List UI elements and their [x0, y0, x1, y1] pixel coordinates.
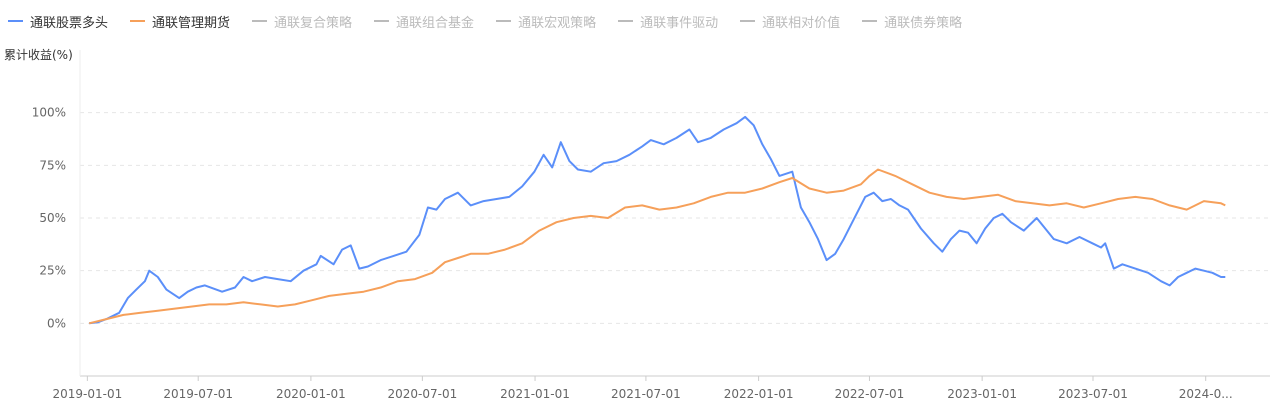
- legend-item[interactable]: 通联复合策略: [252, 12, 352, 31]
- y-tick-label: 0%: [47, 316, 66, 330]
- legend-item[interactable]: 通联债券策略: [862, 12, 962, 31]
- legend-label: 通联复合策略: [274, 15, 353, 31]
- legend-label: 通联股票多头: [30, 15, 109, 31]
- x-tick-label: 2022-01-01: [724, 387, 794, 401]
- legend-swatch: [862, 20, 878, 22]
- legend-swatch: [374, 20, 390, 22]
- legend-swatch: [496, 20, 512, 22]
- x-tick-label: 2020-01-01: [276, 387, 346, 401]
- x-tick-label: 2022-07-01: [835, 387, 905, 401]
- legend-swatch: [130, 20, 146, 22]
- y-tick-label: 25%: [39, 264, 66, 278]
- legend-item[interactable]: 通联事件驱动: [618, 12, 718, 31]
- legend-item[interactable]: 通联宏观策略: [496, 12, 596, 31]
- x-tick-label: 2019-07-01: [163, 387, 233, 401]
- legend-item[interactable]: 通联组合基金: [374, 12, 474, 31]
- legend-item[interactable]: 通联管理期货: [130, 12, 230, 31]
- legend-label: 通联债券策略: [884, 15, 963, 31]
- x-tick-label: 2021-07-01: [611, 387, 681, 401]
- legend-label: 通联宏观策略: [518, 15, 597, 31]
- y-tick-label: 75%: [39, 158, 66, 172]
- legend-swatch: [740, 20, 756, 22]
- x-tick-label: 2020-07-01: [387, 387, 457, 401]
- x-tick-label: 2024-0...: [1179, 387, 1233, 401]
- legend-swatch: [252, 20, 268, 22]
- legend-label: 通联管理期货: [152, 15, 231, 31]
- x-tick-label: 2023-01-01: [947, 387, 1017, 401]
- x-tick-label: 2021-01-01: [500, 387, 570, 401]
- legend-item[interactable]: 通联股票多头: [8, 12, 108, 31]
- y-tick-label: 50%: [39, 211, 66, 225]
- x-tick-label: 2019-01-01: [52, 387, 122, 401]
- legend-label: 通联相对价值: [762, 15, 841, 31]
- x-tick-label: 2023-07-01: [1058, 387, 1128, 401]
- legend-swatch: [8, 20, 23, 22]
- chart-legend: 通联股票多头 通联管理期货 通联复合策略 通联组合基金 通联宏观策略 通联事件驱动 通联相对…: [8, 11, 962, 31]
- series-line: [89, 115, 1226, 325]
- legend-item[interactable]: 通联相对价值: [740, 12, 840, 31]
- legend-label: 通联事件驱动: [640, 15, 719, 31]
- series-line: [88, 168, 1226, 325]
- legend-label: 通联组合基金: [396, 15, 475, 31]
- legend-swatch: [618, 20, 634, 22]
- y-tick-label: 100%: [32, 106, 66, 120]
- y-axis-title: 累计收益(%): [4, 48, 73, 62]
